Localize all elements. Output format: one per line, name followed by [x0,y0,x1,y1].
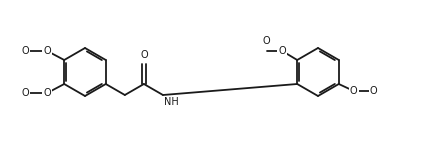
Text: O: O [44,88,51,98]
Text: O: O [22,46,29,56]
Text: NH: NH [164,97,179,107]
Text: O: O [350,86,357,96]
Text: O: O [44,46,51,56]
Text: O: O [140,50,148,60]
Text: O: O [278,46,286,56]
Text: O: O [370,86,377,96]
Text: O: O [262,36,270,46]
Text: O: O [22,88,29,98]
